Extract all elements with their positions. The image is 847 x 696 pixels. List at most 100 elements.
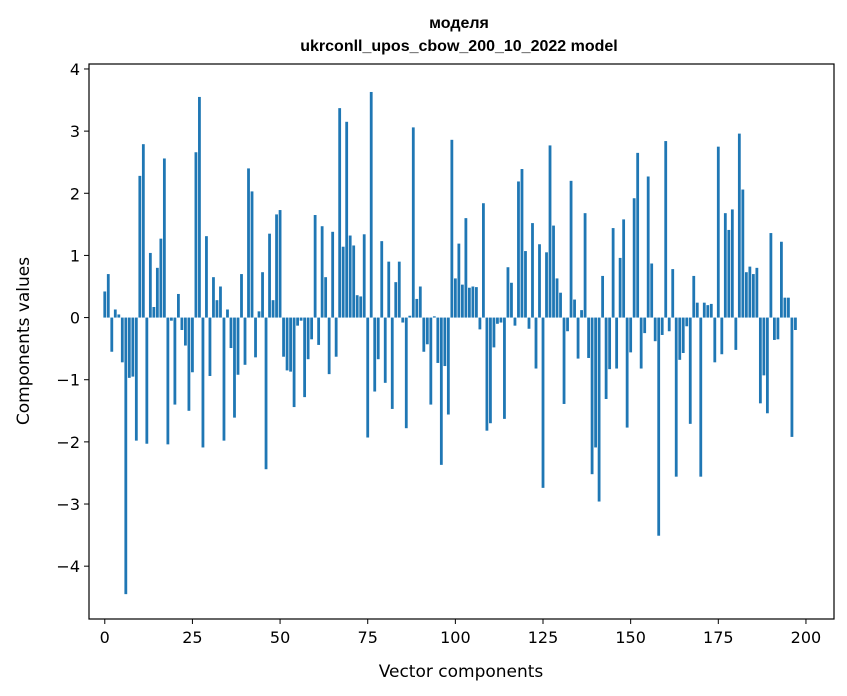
bar-40 [243, 317, 247, 365]
y-tick-label: 4 [70, 60, 80, 79]
bar-106 [475, 287, 478, 318]
bar-197 [794, 317, 797, 330]
bar-91 [422, 317, 426, 352]
bar-76 [369, 91, 373, 318]
bar-152 [636, 152, 640, 318]
bar-110 [489, 317, 492, 424]
bar-97 [443, 317, 447, 367]
bar-126 [545, 252, 548, 318]
bar-67 [338, 108, 342, 318]
bar-30 [208, 317, 212, 376]
y-tick-label: −1 [56, 371, 80, 390]
bar-33 [219, 286, 222, 318]
x-tick-label: 100 [440, 628, 471, 647]
bar-38 [236, 317, 240, 375]
bar-190 [769, 233, 773, 318]
bar-29 [205, 236, 208, 318]
chart-subtitle: ukrconll_upos_cbow_200_10_2022 model [300, 38, 617, 55]
x-axis-ticks: 0 25 50 75 100 125 150 175 200 [100, 619, 822, 647]
bar-75 [366, 317, 370, 438]
bar-36 [229, 317, 233, 349]
bar-18 [166, 317, 170, 445]
bar-134 [573, 299, 576, 318]
bar-139 [590, 317, 594, 475]
bar-177 [723, 213, 727, 318]
bar-115 [506, 267, 510, 318]
bar-85 [401, 317, 405, 323]
bar-104 [467, 287, 471, 318]
bar-146 [615, 317, 619, 369]
bar-88 [411, 127, 415, 318]
bar-16 [159, 238, 163, 318]
bar-47 [268, 233, 271, 318]
bar-153 [639, 317, 643, 369]
bar-169 [695, 302, 699, 318]
y-axis-ticks: −4 −3 −2 −1 0 1 2 3 4 [56, 60, 89, 576]
bar-2 [110, 317, 114, 352]
bar-120 [524, 251, 527, 318]
bar-164 [678, 317, 682, 360]
bar-119 [520, 169, 524, 318]
x-tick-label: 150 [615, 628, 646, 647]
bar-55 [296, 317, 299, 326]
bar-107 [478, 317, 482, 330]
bar-54 [292, 317, 296, 408]
bar-63 [324, 277, 328, 318]
bar-83 [394, 282, 398, 318]
bar-175 [716, 146, 720, 318]
bar-50 [278, 210, 282, 318]
bar-9 [134, 317, 138, 441]
bar-71 [352, 245, 356, 318]
y-tick-label: −3 [56, 495, 80, 514]
bar-11 [141, 144, 145, 318]
bar-17 [162, 158, 166, 318]
bar-92 [425, 317, 429, 345]
bar-113 [499, 317, 503, 323]
bar-102 [460, 284, 464, 318]
x-axis-label: Vector components [379, 662, 544, 682]
bar-109 [485, 317, 489, 431]
y-tick-label: −4 [56, 557, 80, 576]
bar-142 [601, 275, 605, 318]
bar-158 [657, 317, 661, 536]
bar-112 [496, 317, 499, 324]
bar-143 [604, 317, 608, 399]
bar-43 [254, 317, 257, 358]
bar-68 [341, 246, 345, 318]
bar-151 [632, 198, 636, 318]
bar-48 [271, 300, 275, 318]
bar-94 [432, 316, 436, 318]
bar-163 [674, 317, 678, 477]
bar-185 [751, 274, 755, 318]
bar-51 [282, 317, 285, 357]
x-tick-label: 200 [791, 628, 822, 647]
bar-170 [699, 317, 703, 477]
bar-25 [191, 317, 194, 373]
bar-57 [303, 317, 307, 398]
bar-122 [531, 223, 534, 318]
bar-154 [643, 317, 647, 334]
bars-group [103, 91, 797, 595]
bar-87 [408, 315, 412, 318]
bar-140 [594, 317, 597, 448]
bar-184 [748, 266, 752, 318]
bar-10 [138, 175, 142, 318]
bar-90 [418, 286, 422, 318]
bar-46 [264, 317, 268, 470]
bar-165 [681, 317, 685, 353]
bar-62 [320, 226, 324, 318]
bar-108 [482, 203, 485, 318]
bar-147 [618, 257, 622, 318]
bar-45 [261, 272, 264, 318]
bar-89 [415, 298, 419, 318]
bar-193 [780, 241, 783, 318]
bar-121 [527, 317, 531, 329]
bar-65 [331, 231, 335, 318]
bar-27 [198, 96, 201, 318]
bar-69 [345, 121, 349, 318]
bar-150 [629, 317, 633, 353]
bar-37 [233, 317, 236, 418]
bar-148 [622, 219, 626, 318]
bar-174 [713, 317, 717, 363]
